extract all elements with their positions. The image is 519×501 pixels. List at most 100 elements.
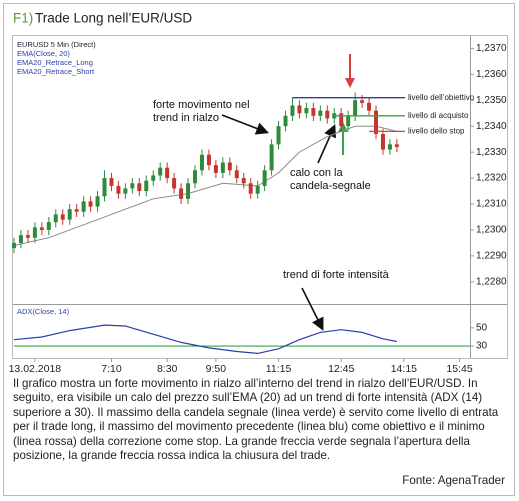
y-tick-label: 1,2310	[476, 199, 507, 210]
legend-entry: EMA(Close, 20)	[17, 49, 70, 58]
candle-body	[387, 144, 392, 150]
annotation: forte movimento nel	[153, 99, 250, 111]
figure-border	[3, 3, 515, 496]
candle-body	[367, 102, 372, 111]
candle-body	[60, 214, 65, 220]
figure-label: F1)	[13, 11, 33, 26]
candle-body	[374, 110, 379, 134]
candle-body	[206, 154, 211, 166]
indicator-label: ADX(Close, 14)	[17, 307, 70, 316]
candle-body	[276, 126, 281, 145]
annotation: candela-segnale	[290, 180, 371, 192]
candle-body	[339, 113, 344, 127]
candle-body	[32, 227, 37, 238]
candle-body	[297, 105, 302, 114]
candle-body	[130, 183, 135, 189]
adx-line	[13, 324, 398, 355]
candle-body	[74, 209, 79, 212]
candle-body	[262, 170, 267, 186]
candle-body	[172, 178, 177, 189]
candle-body	[46, 222, 51, 230]
x-tick-label: 13.02.2018	[9, 363, 62, 375]
candle-body	[290, 105, 295, 116]
candle-body	[102, 178, 107, 197]
candle-body	[199, 154, 204, 171]
candle-body	[227, 162, 232, 171]
candle-body	[269, 144, 274, 171]
x-tick-label: 7:10	[101, 363, 122, 375]
candle-body	[311, 108, 316, 116]
candle-body	[283, 115, 288, 127]
candle-body	[165, 167, 170, 179]
y-tick-label: 1,2280	[476, 276, 507, 287]
annotation: trend in rialzo	[153, 112, 219, 124]
annotation-arrow	[317, 124, 336, 164]
candle-body	[81, 201, 86, 212]
legend-entry: EMA20_Retrace_Short	[17, 67, 95, 76]
candle-body	[88, 201, 93, 207]
candle-body	[186, 183, 191, 199]
annotation-arrow	[301, 287, 324, 331]
candle-body	[67, 209, 72, 220]
legend-entry: EMA20_Retrace_Long	[17, 58, 93, 67]
candle-body	[137, 183, 142, 192]
candle-body	[179, 188, 184, 199]
candle-body	[346, 115, 351, 127]
candle-body	[318, 110, 323, 116]
candle-body	[193, 170, 198, 184]
x-tick-label: 9:50	[206, 363, 227, 375]
y-tick-label: 1,2360	[476, 69, 507, 80]
y-tick-label: 1,2370	[476, 43, 507, 54]
candle-body	[144, 180, 149, 192]
x-tick-label: 8:30	[157, 363, 178, 375]
y-tick-label: 1,2340	[476, 121, 507, 132]
chart-panel	[12, 35, 508, 359]
candle-body	[123, 188, 128, 194]
candle-body	[380, 133, 385, 150]
candle-body	[304, 108, 309, 114]
x-tick-label: 15:45	[446, 363, 472, 375]
adx-tick-label: 50	[476, 322, 488, 333]
candle-body	[360, 100, 365, 103]
x-tick-label: 14:15	[391, 363, 417, 375]
candle-body	[151, 175, 156, 181]
candle-body	[394, 144, 399, 147]
series-label: EURUSD 5 Min (Direct)	[17, 40, 96, 49]
chart-title: Trade Long nell’EUR/USD	[35, 11, 192, 26]
y-tick-label: 1,2300	[476, 225, 507, 236]
adx-tick-label: 30	[476, 341, 488, 352]
candle-body	[12, 242, 16, 249]
candle-body	[25, 235, 30, 238]
candle-body	[158, 167, 163, 176]
candle-body	[116, 185, 121, 194]
ema-line	[13, 125, 398, 246]
annotation-arrow	[221, 114, 269, 135]
y-tick-label: 1,2350	[476, 95, 507, 106]
candle-body	[213, 165, 218, 173]
candle-body	[18, 235, 23, 243]
caption: Il grafico mostra un forte movimento in …	[13, 377, 499, 463]
annotation: calo con la	[290, 167, 343, 179]
candle-body	[241, 178, 246, 184]
y-tick-label: 1,2290	[476, 251, 507, 262]
y-tick-label: 1,2320	[476, 173, 507, 184]
x-tick-label: 11:15	[266, 363, 292, 375]
level-label: livello di acquisto	[408, 111, 469, 120]
candle-body	[53, 214, 58, 223]
annotation: trend di forte intensità	[283, 269, 390, 281]
candle-body	[39, 227, 44, 230]
candle-body	[248, 183, 253, 194]
candle-body	[325, 110, 330, 119]
candle-body	[220, 162, 225, 173]
source: Fonte: AgenaTrader	[402, 474, 505, 487]
candle-body	[255, 185, 260, 194]
candle-body	[109, 178, 114, 186]
y-tick-label: 1,2330	[476, 147, 507, 158]
candle-body	[353, 100, 358, 116]
candle-body	[234, 170, 239, 179]
level-label: livello dello stop	[408, 126, 465, 135]
candle-body	[95, 196, 100, 207]
level-label: livello dell’obiettivo	[408, 93, 475, 102]
